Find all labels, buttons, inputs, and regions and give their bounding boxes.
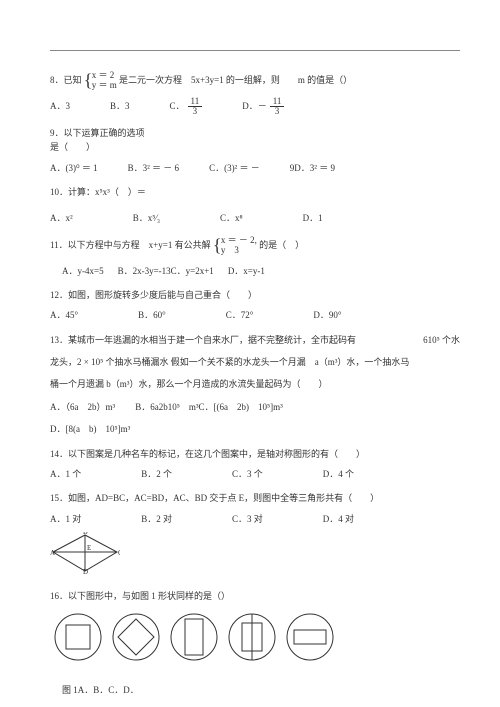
q13-choices-row1: A．（6a 2b）m³ B．6a2b10⁵ m³C．[(6a 2b) 10⁵]m… (50, 400, 460, 414)
q12-stem: 12．如图，图形旋转多少度后能与自己重合（ ） (50, 288, 460, 302)
q10-choices: A．x² B．x⁵⁄₃ C．x⁸ D．1 (50, 211, 460, 225)
q15-stem: 15．如图，AD=BC，AC=BD，AC、BD 交于点 E，则图中全等三角形共有… (50, 491, 460, 505)
q14-choice-d: D．4 个 (323, 467, 354, 481)
q9-choice-b: B．3² ＝ － 6 (128, 161, 179, 175)
question-11: 11．以下方程中与方程 x+y=1 有公共解 x ＝ － 2, y 3 的是（ … (50, 236, 460, 278)
q8-choice-b: B．3 (110, 99, 130, 113)
svg-text:C: C (118, 549, 120, 557)
q14-choice-c: C．3 个 (232, 467, 263, 481)
question-8: 8．已知 x ＝ 2 y ＝ m 是二元一次方程 5x+3y=1 的一组解，则 … (50, 71, 460, 116)
q12-choice-b: B．60° (138, 308, 166, 322)
q9-choice-a: A．(3)⁰ ＝ 1 (50, 161, 98, 175)
q9-choice-d: 9D．3² ＝ 9 (290, 161, 335, 175)
q8-choice-a: A．3 (50, 99, 70, 113)
q15-choices: A．1 对 B．2 对 C．3 对 D．4 对 (50, 512, 460, 526)
q9-choice-c: C．(3)² ＝ － (209, 161, 260, 175)
q12-choice-d: D．90° (313, 308, 341, 322)
q15-choice-b: B．2 对 (141, 512, 172, 526)
q16-diagram (50, 609, 460, 669)
q8-choice-d: D．－ 11 3 (242, 97, 284, 116)
q12-choice-a: A．45° (50, 308, 78, 322)
q10-stem: 10．计算：x⁵x³（ ）＝ (50, 185, 460, 199)
q15-diagram: A B C D E (50, 532, 460, 578)
q13-choice-b: B．6a2b10⁵ m³C．[(6a 2b) 10⁵]m³ (135, 400, 283, 414)
q8-cases: x ＝ 2 y ＝ m (84, 71, 117, 91)
q13-line3: 桶一个月遗漏 b（m³）水，那么一个月造成的水流失量起码为（ ） (50, 377, 460, 391)
q15-choice-d: D．4 对 (323, 512, 354, 526)
q13-choice-a: A．（6a 2b）m³ (50, 400, 115, 414)
q10-choice-c: C．x⁸ (220, 211, 243, 225)
q11-choices: A．y-4x=5 B．2x-3y=-13C．y=2x+1 D．x=y-1 (62, 264, 460, 278)
q14-choice-a: A．1 个 (50, 467, 81, 481)
q12-choices: A．45° B．60° C．72° D．90° (50, 308, 460, 322)
q14-choices: A．1 个 B．2 个 C．3 个 D．4 个 (50, 467, 460, 481)
svg-text:A: A (50, 549, 55, 557)
q13-choice-d: D．[8(a b) 10⁵]m³ (50, 422, 460, 436)
q11-choice-d: D．x=y-1 (228, 264, 265, 278)
q8-d-den: 3 (272, 107, 283, 116)
top-rule (50, 50, 460, 51)
q8-choice-c: C． 11 3 (170, 97, 203, 116)
q9-stem2: 是（ ） (50, 140, 460, 154)
q8-case2: y ＝ m (92, 81, 117, 91)
question-13: 13．某城市一年逃漏的水相当于建一个自来水厂，据不完整统计，全市起码有 610⁵… (50, 333, 460, 437)
q10-choice-b: B．x⁵⁄₃ (133, 211, 160, 225)
q13-line1a: 13．某城市一年逃漏的水相当于建一个自来水厂，据不完整统计，全市起码有 (50, 333, 356, 347)
question-12: 12．如图，图形旋转多少度后能与自己重合（ ） A．45° B．60° C．72… (50, 288, 460, 323)
q8-stem-pre: 8．已知 (50, 75, 82, 85)
q11-cases: x ＝ － 2, y 3 (213, 236, 257, 256)
svg-text:B: B (83, 532, 88, 536)
q11-stem-pre: 11．以下方程中与方程 x+y=1 有公共解 (50, 240, 211, 250)
q13-line1b: 610⁵ 个水 (423, 333, 460, 347)
question-14: 14．以下图案是几种名车的标记，在这几个图案中，是轴对称图形的有（ ） A．1 … (50, 447, 460, 482)
q9-stem: 9．以下运算正确的选项 (50, 126, 460, 140)
question-16: 16．以下图形中，与如图 1 形状同样的是（） (50, 589, 460, 698)
q11-case2: y 3 (221, 246, 257, 256)
q8-d-label: D．－ (242, 99, 267, 113)
q12-choice-c: C．72° (226, 308, 254, 322)
q14-stem: 14．以下图案是几种名车的标记，在这几个图案中，是轴对称图形的有（ ） (50, 447, 460, 461)
q11-choice-a: A．y-4x=5 (62, 264, 104, 278)
q10-choice-a: A．x² (50, 211, 73, 225)
q16-caption: 图 1A．B．C．D． (62, 683, 460, 697)
q8-c-frac: 11 3 (188, 97, 203, 116)
q11-stem-post: 的是（ ） (259, 240, 304, 250)
q10-choice-d: D．1 (303, 211, 323, 225)
q8-d-frac: 11 3 (270, 97, 285, 116)
q8-c-den: 3 (190, 107, 201, 116)
svg-text:E: E (87, 544, 91, 552)
q8-choices: A．3 B．3 C． 11 3 D．－ 11 3 (50, 97, 460, 116)
q8-stem-post: 是二元一次方程 5x+3y=1 的一组解，则 m 的值是（） (119, 75, 352, 85)
question-15: 15．如图，AD=BC，AC=BD，AC、BD 交于点 E，则图中全等三角形共有… (50, 491, 460, 578)
svg-text:D: D (83, 568, 88, 574)
q16-stem: 16．以下图形中，与如图 1 形状同样的是（） (50, 589, 460, 603)
q9-choices: A．(3)⁰ ＝ 1 B．3² ＝ － 6 C．(3)² ＝ － 9D．3² ＝… (50, 161, 460, 175)
question-10: 10．计算：x⁵x³（ ）＝ A．x² B．x⁵⁄₃ C．x⁸ D．1 (50, 185, 460, 226)
question-9: 9．以下运算正确的选项 是（ ） A．(3)⁰ ＝ 1 B．3² ＝ － 6 C… (50, 126, 460, 175)
q11-choice-b: B．2x-3y=-13C．y=2x+1 (118, 264, 214, 278)
q15-choice-c: C．3 对 (232, 512, 263, 526)
q13-line2: 龙头，2 × 10⁵ 个抽水马桶漏水 假如一个关不紧的水龙头一个月漏 a（m³）… (50, 355, 460, 369)
q15-choice-a: A．1 对 (50, 512, 81, 526)
q14-choice-b: B．2 个 (141, 467, 172, 481)
q8-c-label: C． (170, 99, 185, 113)
